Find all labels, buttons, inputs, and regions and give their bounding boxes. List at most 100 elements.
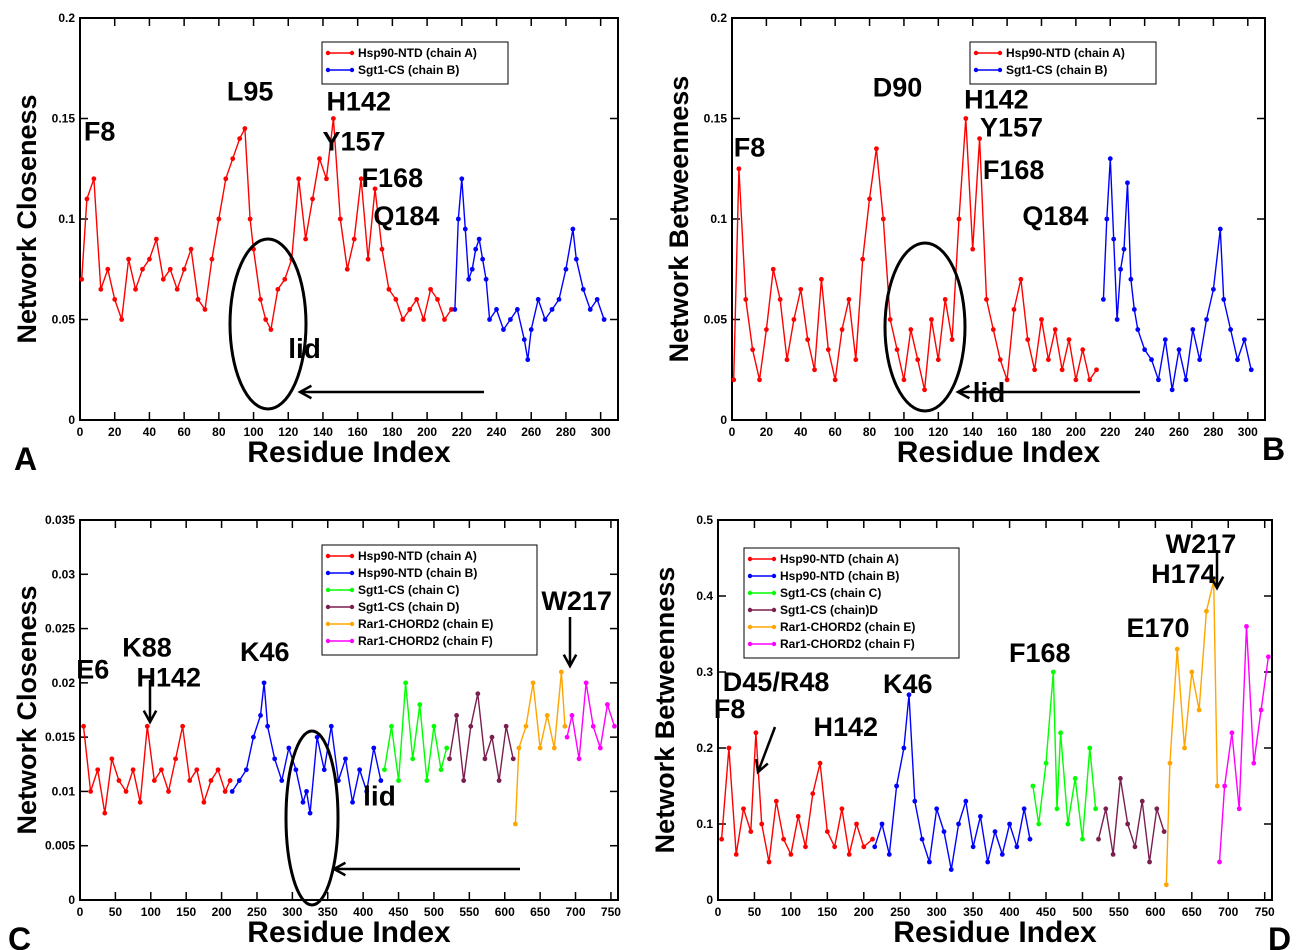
data-point [293, 767, 299, 773]
y-axis-label: Network Betweenness [664, 76, 694, 363]
data-point [337, 216, 343, 222]
legend-marker [325, 621, 331, 627]
panel-letter: C [8, 921, 31, 950]
x-tick-label: 0 [77, 905, 84, 919]
data-point [1073, 377, 1079, 383]
data-point [810, 791, 816, 796]
data-point [963, 116, 969, 121]
panel-d: 0 50 100 150 200 250 300 350 400 450 500 550 600 650 7… [650, 513, 1291, 950]
data-point [1118, 266, 1123, 272]
x-tick-label: 180 [1031, 425, 1051, 439]
x-tick-label: 400 [1000, 905, 1020, 919]
data-point [601, 317, 607, 322]
annotation-label: F168 [1009, 638, 1071, 668]
data-point [956, 216, 962, 222]
legend-label: Hsp90-NTD (chain B) [780, 569, 899, 583]
data-point [494, 307, 499, 312]
data-point [258, 713, 263, 718]
series-line [231, 682, 382, 814]
data-point [261, 680, 267, 686]
data-point [424, 778, 430, 783]
legend-box [321, 544, 538, 656]
data-point [79, 276, 85, 282]
data-point [551, 745, 557, 751]
data-point [870, 836, 875, 842]
annotation-label: Y157 [980, 113, 1043, 143]
data-point [442, 317, 447, 322]
data-point [1190, 327, 1196, 332]
legend-marker [349, 570, 355, 576]
data-point [1154, 806, 1160, 812]
data-point [576, 756, 582, 762]
legend-label: Sgt1-CS (chain D) [358, 600, 459, 614]
data-point [977, 136, 982, 142]
annotation-label: K88 [122, 632, 172, 662]
data-point [564, 734, 570, 740]
data-point [817, 760, 823, 766]
data-point [1107, 156, 1113, 162]
data-point [587, 307, 593, 312]
data-point [482, 756, 488, 762]
data-point [487, 317, 492, 322]
data-point [1189, 669, 1195, 675]
annotation-label: Q184 [1022, 201, 1088, 231]
data-point [286, 745, 292, 751]
data-point [435, 297, 440, 302]
legend-marker [771, 556, 777, 562]
series-line [733, 118, 1098, 391]
x-tick-label: 20 [108, 425, 122, 439]
data-point [1117, 776, 1123, 781]
x-tick-label: 600 [1145, 905, 1165, 919]
data-point [1135, 327, 1141, 332]
data-point [777, 297, 783, 302]
series-line [1102, 158, 1252, 391]
data-point [901, 377, 907, 383]
data-point [929, 317, 934, 322]
data-point [153, 236, 159, 242]
data-point [1125, 180, 1130, 186]
legend: Hsp90-NTD (chain A) Hsp90-NTD (chain B) Sg… [321, 544, 538, 656]
series-line [1097, 778, 1165, 863]
y-tick-label: 0.03 [52, 567, 76, 581]
data-point [1228, 327, 1234, 332]
data-point [1021, 806, 1027, 812]
data-point [501, 327, 506, 332]
data-point [886, 852, 892, 857]
series-6 [1217, 624, 1271, 865]
x-tick-label: 260 [1169, 425, 1189, 439]
x-tick-label: 500 [424, 905, 444, 919]
data-point [1214, 783, 1220, 789]
x-tick-label: 50 [109, 905, 123, 919]
data-point [733, 852, 739, 857]
data-point [860, 256, 866, 262]
data-point [1121, 246, 1127, 252]
data-point [825, 347, 831, 353]
data-point [417, 702, 423, 707]
data-point [753, 730, 759, 736]
data-point [990, 327, 996, 332]
y-tick-label: 0.1 [710, 212, 727, 226]
data-point [1080, 836, 1085, 842]
data-point [1100, 297, 1106, 302]
data-point [328, 723, 334, 729]
data-point [181, 266, 187, 272]
data-point [174, 286, 180, 292]
data-point [949, 337, 955, 342]
data-point [612, 723, 617, 729]
data-point [1161, 829, 1167, 834]
legend-marker [349, 67, 355, 73]
series-2 [1100, 156, 1254, 393]
y-tick-label: 0.01 [52, 784, 76, 798]
data-point [1043, 760, 1049, 766]
series-1 [719, 730, 875, 865]
data-point [452, 307, 458, 312]
x-tick-label: 500 [1072, 905, 1092, 919]
data-point [798, 286, 804, 292]
data-point [535, 297, 541, 302]
data-point [209, 256, 215, 262]
series-1 [79, 116, 454, 332]
legend-marker [325, 50, 331, 56]
series-6 [564, 680, 617, 762]
x-tick-label: 200 [1066, 425, 1086, 439]
series-5 [512, 669, 568, 827]
